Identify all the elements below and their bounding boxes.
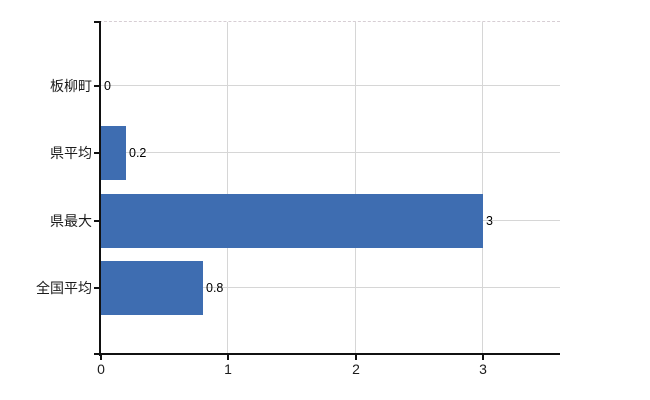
x-tick-label: 3 <box>479 361 487 377</box>
bar-value-label: 0 <box>104 79 111 93</box>
gridline-horizontal <box>100 84 560 86</box>
y-axis-tick <box>94 287 100 289</box>
x-axis-tick <box>355 354 357 360</box>
y-axis-line <box>99 21 101 356</box>
bar-value-label: 0.2 <box>129 146 147 160</box>
x-axis-tick <box>100 354 102 360</box>
x-tick-label: 2 <box>352 361 360 377</box>
gridline-horizontal <box>100 287 560 288</box>
y-axis-tick <box>94 21 100 23</box>
x-tick-label: 1 <box>224 361 232 377</box>
bar-1 <box>101 126 126 180</box>
x-axis-tick <box>227 354 229 360</box>
bar-2 <box>101 194 483 248</box>
category-label: 県平均 <box>50 145 92 161</box>
plot-top-border <box>99 21 560 22</box>
category-label: 板柳町 <box>50 78 92 94</box>
bar-value-label: 3 <box>486 214 493 228</box>
y-axis-tick <box>94 152 100 154</box>
x-axis-tick <box>482 354 484 360</box>
category-label: 全国平均 <box>36 280 92 296</box>
y-axis-tick <box>94 84 100 87</box>
x-tick-label: 0 <box>97 361 105 377</box>
bar-3 <box>101 261 203 315</box>
bar-value-label: 0.8 <box>206 281 224 295</box>
gridline-vertical <box>355 22 356 354</box>
category-label: 県最大 <box>50 213 92 229</box>
gridline-vertical <box>227 22 228 354</box>
y-axis-tick <box>94 219 100 222</box>
gridline-horizontal <box>100 152 560 153</box>
gridline-vertical <box>482 22 483 354</box>
y-axis-tick <box>94 353 100 355</box>
x-axis-line <box>98 353 560 355</box>
